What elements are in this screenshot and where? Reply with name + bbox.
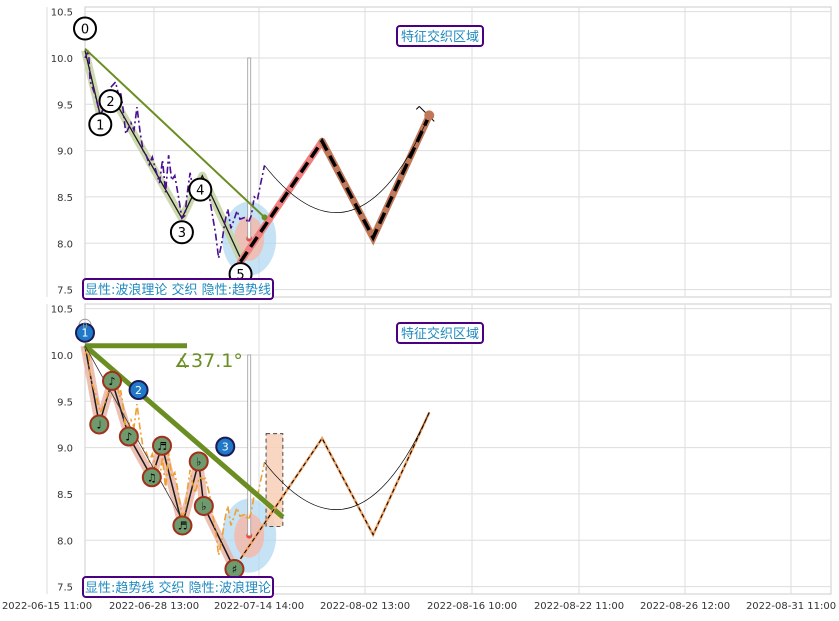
y-tick-label: 9.5 [57, 397, 73, 408]
trend-point-label: 1 [82, 327, 89, 340]
x-tick-label: 2022-07-14 14:00 [214, 601, 304, 612]
y-tick-label: 8.5 [57, 193, 73, 204]
plot-area-bottom [84, 303, 832, 595]
panel-caption: 显性:趋势线 交织 隐性:波浪理论 [85, 580, 271, 596]
x-tick-label: 2022-08-26 12:00 [640, 601, 730, 612]
wave-point-label: 4 [196, 184, 204, 199]
note-marker [118, 426, 139, 447]
feature-zone-stem [247, 354, 252, 537]
x-tick-label: 2022-06-15 11:00 [2, 601, 92, 612]
y-tick-label: 8.0 [57, 239, 73, 250]
wave-point-marker [73, 16, 97, 41]
note-marker-label: ♩ [97, 418, 102, 431]
wave-point-label: 1 [96, 118, 104, 133]
wave-point-label: 3 [178, 226, 186, 241]
trend-line [84, 47, 266, 219]
x-tick-label: 2022-08-22 11:00 [534, 601, 624, 612]
wave-point-label: 2 [106, 95, 114, 110]
wave-point-marker [88, 112, 113, 137]
projection-tick [415, 106, 420, 110]
projection-line [239, 114, 431, 263]
angle-label: ∡37.1° [174, 350, 243, 372]
y-tick-label: 7.5 [57, 583, 73, 594]
trend-point-marker [128, 380, 149, 401]
projection-line [240, 412, 430, 560]
y-tick-label: 10.5 [51, 8, 73, 19]
price-line [84, 347, 266, 556]
y-tick-label: 9.0 [57, 147, 73, 158]
panel-caption-box [82, 576, 274, 598]
wave-point-marker [98, 89, 123, 114]
note-marker-label: ♯ [232, 563, 237, 576]
y-tick-label: 10.0 [51, 54, 73, 65]
x-tick-label: 2022-06-28 13:00 [109, 601, 199, 612]
note-marker [193, 495, 214, 516]
note-marker-label: ♭ [196, 456, 201, 469]
note-marker [172, 515, 193, 536]
note-marker-label: ♪ [109, 375, 116, 388]
note-marker-label: ♪ [125, 430, 132, 443]
projection-end [424, 110, 435, 121]
feature-zone-stem [247, 57, 252, 240]
region-label-box [396, 322, 484, 344]
y-tick-label: 9.0 [57, 444, 73, 455]
wave-point-marker [169, 220, 194, 245]
y-tick-label: 10.0 [51, 351, 73, 362]
region-label: 特征交织区域 [401, 326, 479, 342]
note-marker [141, 467, 162, 488]
note-marker [152, 435, 173, 456]
wave-point-marker [188, 177, 213, 202]
y-tick-label: 9.5 [57, 100, 73, 111]
projection-arc [264, 115, 430, 213]
note-marker-label: ♬ [157, 440, 167, 453]
note-marker-label: ♬ [177, 519, 187, 532]
trend-point-label: 2 [135, 384, 142, 397]
y-tick-label: 8.0 [57, 536, 73, 547]
trend-point-marker [75, 322, 95, 343]
projection-arc [264, 412, 430, 510]
note-marker [102, 370, 123, 391]
panel-caption: 显性:波浪理论 交织 隐性:趋势线 [85, 282, 271, 298]
trend-line-end [261, 214, 268, 221]
wave-point-label: 5 [236, 268, 244, 283]
price-line [84, 50, 266, 259]
note-marker [188, 451, 209, 472]
note-marker-label: ♭ [201, 500, 206, 513]
trend-point-label: 3 [222, 441, 229, 454]
panel-caption-box [82, 278, 274, 300]
x-tick-label: 2022-08-02 13:00 [320, 601, 410, 612]
note-marker-label: ♫ [147, 471, 157, 484]
y-tick-label: 8.5 [57, 490, 73, 501]
note-marker [89, 414, 110, 435]
trend-point-marker [215, 436, 236, 457]
y-tick-label: 10.5 [51, 305, 73, 316]
wave-point-label: 0 [81, 23, 89, 38]
y-tick-label: 7.5 [57, 286, 73, 297]
x-tick-label: 2022-08-31 11:00 [746, 601, 836, 612]
x-tick-label: 2022-08-16 10:00 [427, 601, 517, 612]
origin-ghost-label: 0 [82, 321, 87, 330]
plot-area-top [84, 6, 832, 298]
region-label-box [396, 25, 484, 47]
region-label: 特征交织区域 [401, 29, 479, 45]
